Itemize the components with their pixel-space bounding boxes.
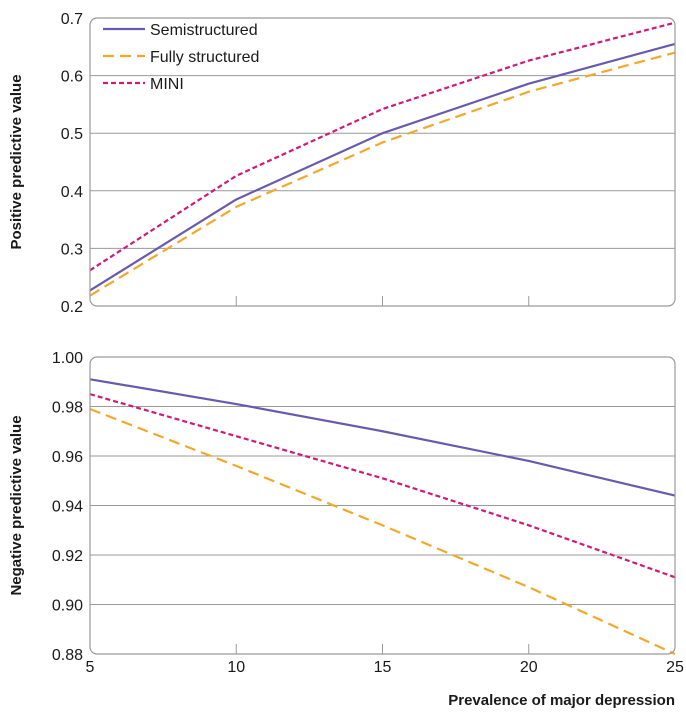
npv-panel: 0.88 0.90 0.92 0.94 0.96 0.98 1.00 5 10 15 20 25 Neg… [8,350,684,676]
ppv-series-mini-line [89,21,676,272]
npv-y-tick-label: 0.94 [52,499,83,516]
legend: Semistructured Fully structured MINI [103,22,259,93]
npv-y-axis-title: Negative predictive value [8,415,25,595]
legend-label-fully-structured: Fully structured [150,49,259,66]
npv-series-semistructured-line [89,378,676,497]
npv-x-tick-label: 20 [520,659,538,676]
ppv-plot-frame [89,17,676,307]
ppv-y-tick-label: 0.2 [61,299,83,316]
npv-y-tick-label: 0.90 [52,598,83,615]
ppv-y-tick-label: 0.7 [61,11,83,28]
ppv-y-tick-label: 0.4 [61,184,83,201]
npv-y-tick-label: 1.00 [52,350,83,367]
npv-plot-frame [89,356,676,655]
x-axis-title: Prevalence of major depression [448,692,675,709]
npv-x-tick-label: 5 [86,659,95,676]
legend-label-mini: MINI [150,76,184,93]
npv-series-fully-structured-line [89,407,676,656]
ppv-y-tick-label: 0.5 [61,126,83,143]
ppv-y-tick-label: 0.3 [61,241,83,258]
npv-x-tick-label: 10 [227,659,245,676]
npv-y-tick-label: 0.98 [52,400,83,417]
legend-label-semistructured: Semistructured [150,22,258,39]
npv-x-tick-label: 15 [374,659,392,676]
ppv-series-semistructured-line [89,42,676,292]
ppv-y-tick-label: 0.6 [61,69,83,86]
ppv-series-fully-structured-line [89,51,676,297]
npv-y-tick-label: 0.96 [52,449,83,466]
npv-y-tick-label: 0.88 [52,647,83,664]
npv-y-tick-label: 0.92 [52,548,83,565]
npv-x-tick-label: 25 [666,659,684,676]
ppv-panel: 0.2 0.3 0.4 0.5 0.6 0.7 Positive predictive va… [8,11,676,316]
npv-series-mini-line [89,393,676,579]
ppv-y-axis-title: Positive predictive value [8,74,25,249]
